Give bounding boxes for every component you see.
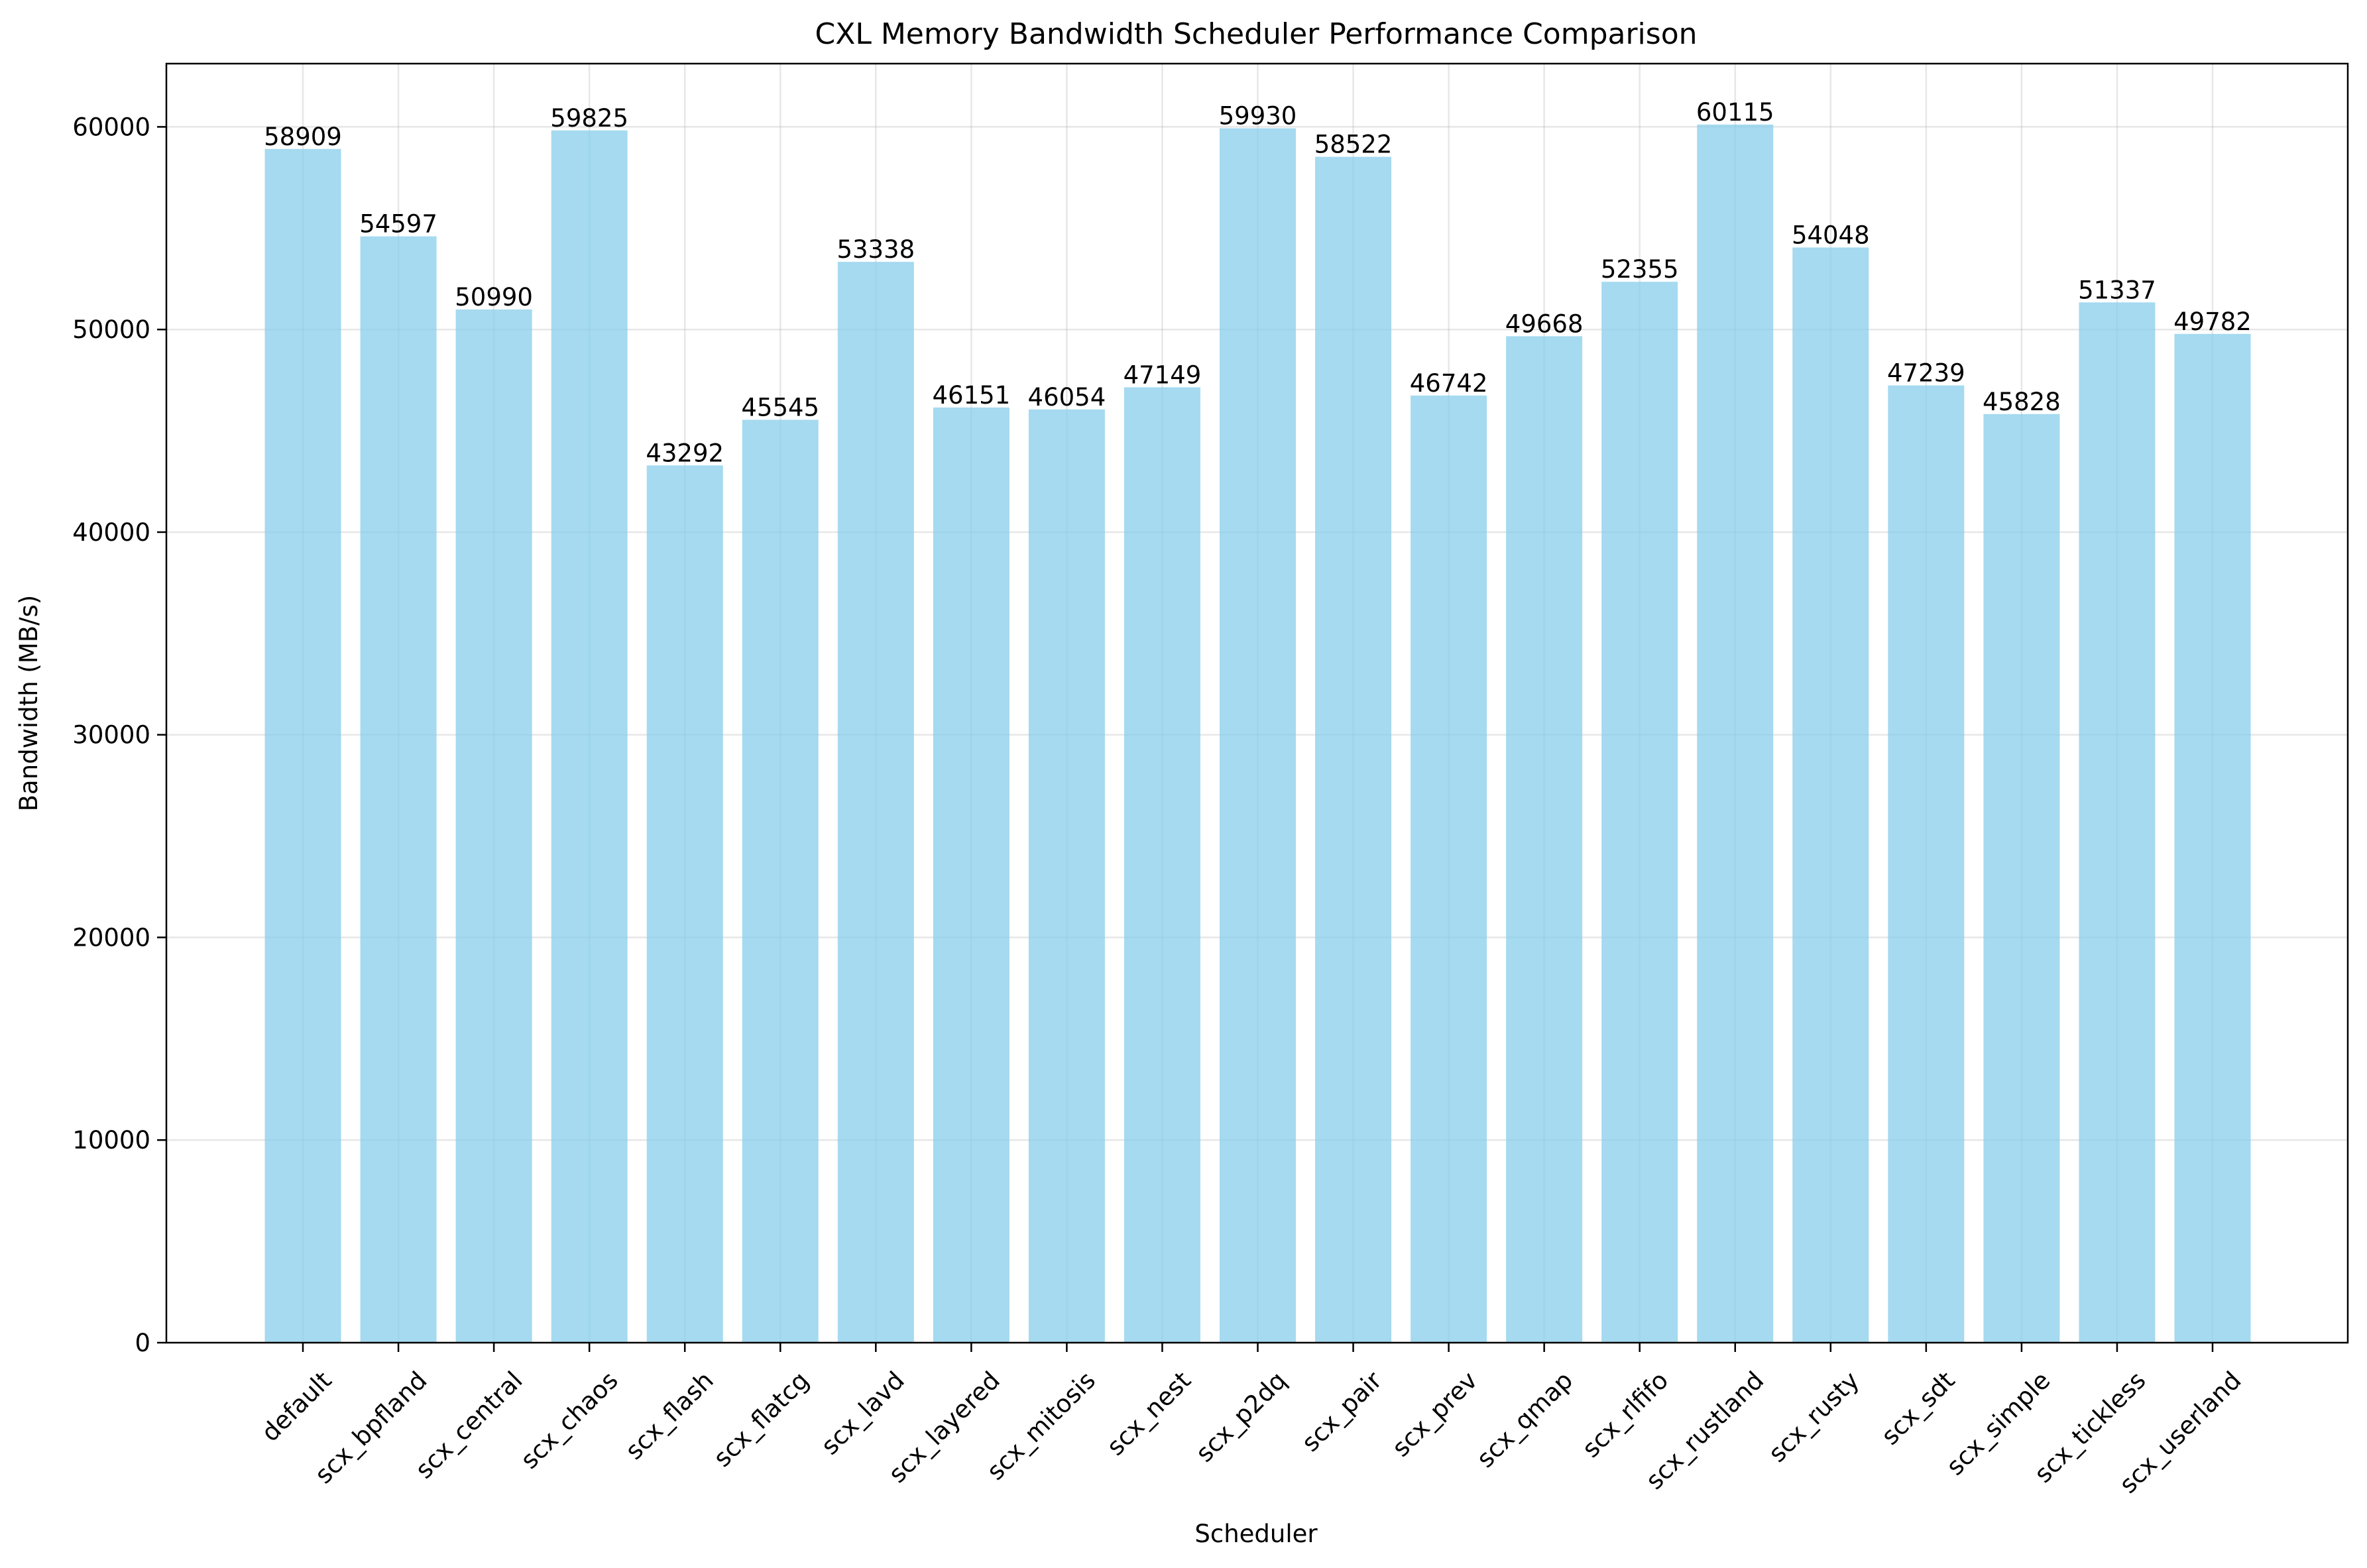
bar-scx_pair [1315, 156, 1392, 1343]
data-label: 46742 [1410, 369, 1488, 398]
bar-scx_nest [1124, 387, 1200, 1343]
data-label: 52355 [1601, 255, 1679, 284]
data-label: 59930 [1219, 102, 1297, 131]
data-label: 54048 [1792, 221, 1870, 249]
data-labels-layer: 58909 54597 50990 59825 43292 45545 53338 46151… [264, 98, 2252, 467]
data-label: 46151 [932, 381, 1010, 410]
bar-scx_mitosis [1028, 409, 1105, 1343]
bar-scx_flatcg [742, 420, 819, 1343]
y-tick-label: 0 [135, 1329, 150, 1357]
y-axis: 0 10000 20000 30000 40000 50000 60000 [72, 113, 166, 1357]
bar-scx_qmap [1506, 336, 1583, 1343]
bar-scx_rusty [1792, 247, 1869, 1343]
data-label: 49782 [2173, 308, 2252, 336]
bar-scx_rustland [1697, 124, 1774, 1343]
data-label: 54597 [359, 210, 437, 239]
bar-scx_userland [2174, 333, 2251, 1343]
bar-scx_p2dq [1220, 128, 1296, 1343]
data-label: 46054 [1028, 383, 1106, 412]
bar-scx_chaos [551, 130, 628, 1343]
data-label: 49668 [1505, 309, 1584, 338]
plot-frame [165, 62, 2349, 1344]
data-label: 43292 [646, 439, 724, 467]
bar-scx_flash [646, 465, 723, 1343]
data-label: 60115 [1696, 98, 1774, 127]
data-label: 58909 [264, 123, 342, 151]
bars-layer [264, 124, 2251, 1343]
bar-scx_central [455, 309, 532, 1343]
y-tick-label: 40000 [72, 518, 150, 547]
data-label: 45545 [741, 393, 819, 421]
bar-scx_simple [1983, 414, 2060, 1343]
data-label: 59825 [550, 104, 628, 133]
y-tick-label: 60000 [72, 113, 150, 141]
data-label: 47149 [1124, 361, 1202, 389]
x-axis-label: Scheduler [1194, 1520, 1318, 1548]
data-label: 53338 [837, 235, 915, 264]
bar-scx_prev [1411, 395, 1487, 1343]
data-label: 58522 [1314, 131, 1393, 159]
chart-title: CXL Memory Bandwidth Scheduler Performan… [815, 17, 1697, 51]
bar-scx_lavd [837, 262, 914, 1343]
bar-scx_layered [933, 407, 1010, 1343]
y-axis-label: Bandwidth (MB/s) [15, 595, 43, 812]
bar-scx_sdt [1888, 385, 1965, 1343]
bar-scx_tickless [2079, 302, 2156, 1343]
data-label: 47239 [1887, 359, 1965, 388]
bar-scx_rlfifo [1601, 282, 1678, 1343]
y-tick-label: 30000 [72, 721, 150, 750]
y-tick-label: 50000 [72, 315, 150, 344]
bar-default [264, 148, 341, 1343]
y-tick-label: 10000 [72, 1126, 150, 1154]
bar-scx_bpfland [360, 236, 437, 1343]
data-label: 45828 [1983, 388, 2061, 416]
y-tick-label: 20000 [72, 923, 150, 952]
data-label: 51337 [2078, 276, 2156, 304]
data-label: 50990 [455, 283, 533, 311]
